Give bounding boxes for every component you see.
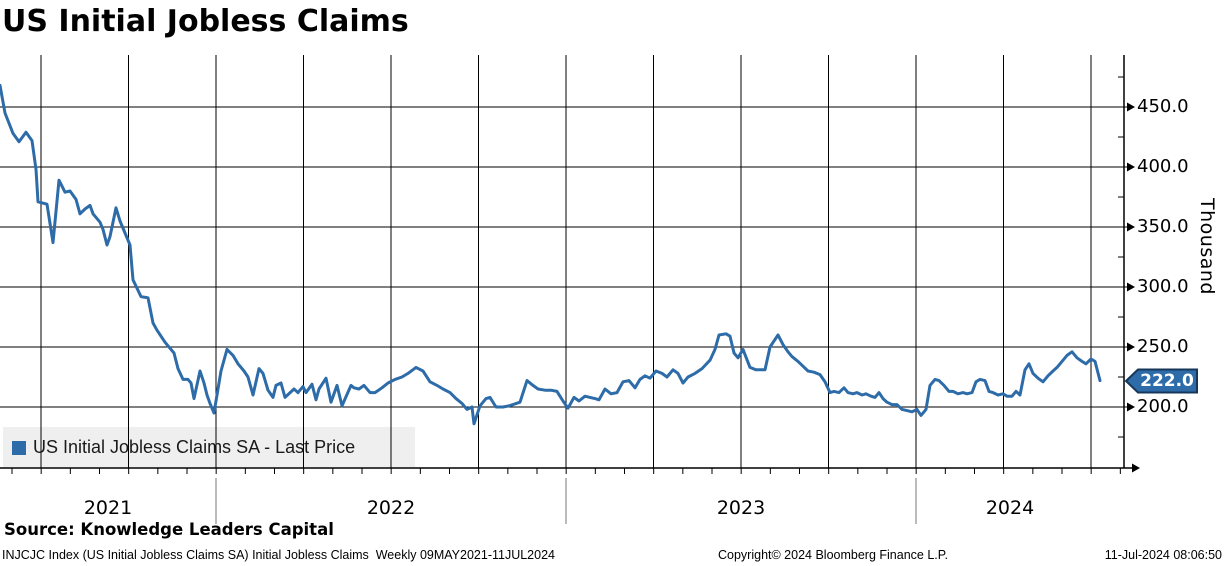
y-tick-arrow-icon <box>1127 342 1135 352</box>
x-axis-year-label: 2024 <box>985 497 1035 519</box>
x-axis-arrow-icon <box>1132 463 1140 473</box>
y-axis-tick-label: 250.0 <box>1137 336 1189 357</box>
x-axis-year-label: 2022 <box>366 497 416 519</box>
last-price-value: 222.0 <box>1140 371 1194 391</box>
y-tick-arrow-icon <box>1127 102 1135 112</box>
footer-ticker-info: INJCJC Index (US Initial Jobless Claims … <box>2 548 555 562</box>
x-axis-year-label: 2021 <box>83 497 133 519</box>
y-tick-arrow-icon <box>1127 282 1135 292</box>
legend-background <box>3 427 415 467</box>
footer-copyright: Copyright© 2024 Bloomberg Finance L.P. <box>718 548 948 562</box>
chart-render-layer <box>0 55 1140 524</box>
x-axis-year-label: 2023 <box>716 497 766 519</box>
last-price-badge <box>1124 368 1198 394</box>
y-axis-tick-label: 350.0 <box>1137 216 1189 237</box>
y-tick-arrow-icon <box>1127 402 1135 412</box>
y-tick-arrow-icon <box>1127 162 1135 172</box>
jobless-claims-line-series <box>0 83 1102 426</box>
footer-timestamp: 11-Jul-2024 08:06:50 <box>1104 548 1222 562</box>
legend-swatch-icon <box>12 440 26 455</box>
legend-series-label: US Initial Jobless Claims SA - Last Pric… <box>33 437 356 457</box>
y-axis-tick-label: 200.0 <box>1137 396 1189 417</box>
y-axis-tick-label: 450.0 <box>1137 96 1189 117</box>
y-axis-tick-label: 400.0 <box>1137 156 1189 177</box>
y-axis-unit-label: Thousand <box>1196 198 1218 295</box>
page-title: US Initial Jobless Claims <box>2 4 409 39</box>
y-tick-arrow-icon <box>1127 222 1135 232</box>
y-axis-tick-label: 300.0 <box>1137 276 1189 297</box>
source-line: Source: Knowledge Leaders Capital <box>4 520 334 539</box>
legend: US Initial Jobless Claims SA - Last Pric… <box>12 437 355 458</box>
